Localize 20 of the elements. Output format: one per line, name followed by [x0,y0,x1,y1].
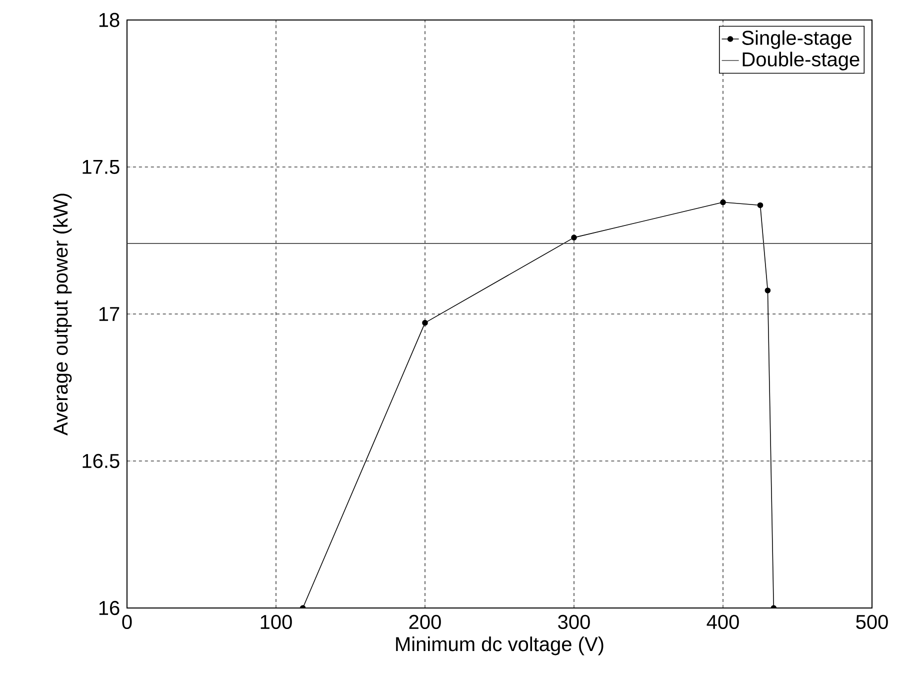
x-tick-label: 0 [122,614,132,630]
y-tick-label: 16.5 [82,454,120,468]
y-axis-title: Average output power (kW) [53,194,72,436]
x-tick-label: 100 [260,614,292,630]
point [422,320,428,326]
x-axis-title: Minimum dc voltage (V) [396,636,604,656]
point [571,234,577,240]
x-tick-label: 400 [706,614,739,630]
y-tick-label: 16 [99,600,120,616]
y-tick-label: 18 [99,12,120,28]
x-tick-label: 300 [558,614,590,630]
y-tick-label: 17.5 [82,160,120,174]
legend-label: Double-stage [742,52,860,70]
legend-label: Single-stage [742,30,852,49]
x-tick-label: 200 [409,614,441,630]
x-tick-label: 500 [856,614,888,630]
point [720,199,726,206]
y-tick-label: 17 [99,307,120,321]
point [757,202,764,208]
point [764,288,771,294]
